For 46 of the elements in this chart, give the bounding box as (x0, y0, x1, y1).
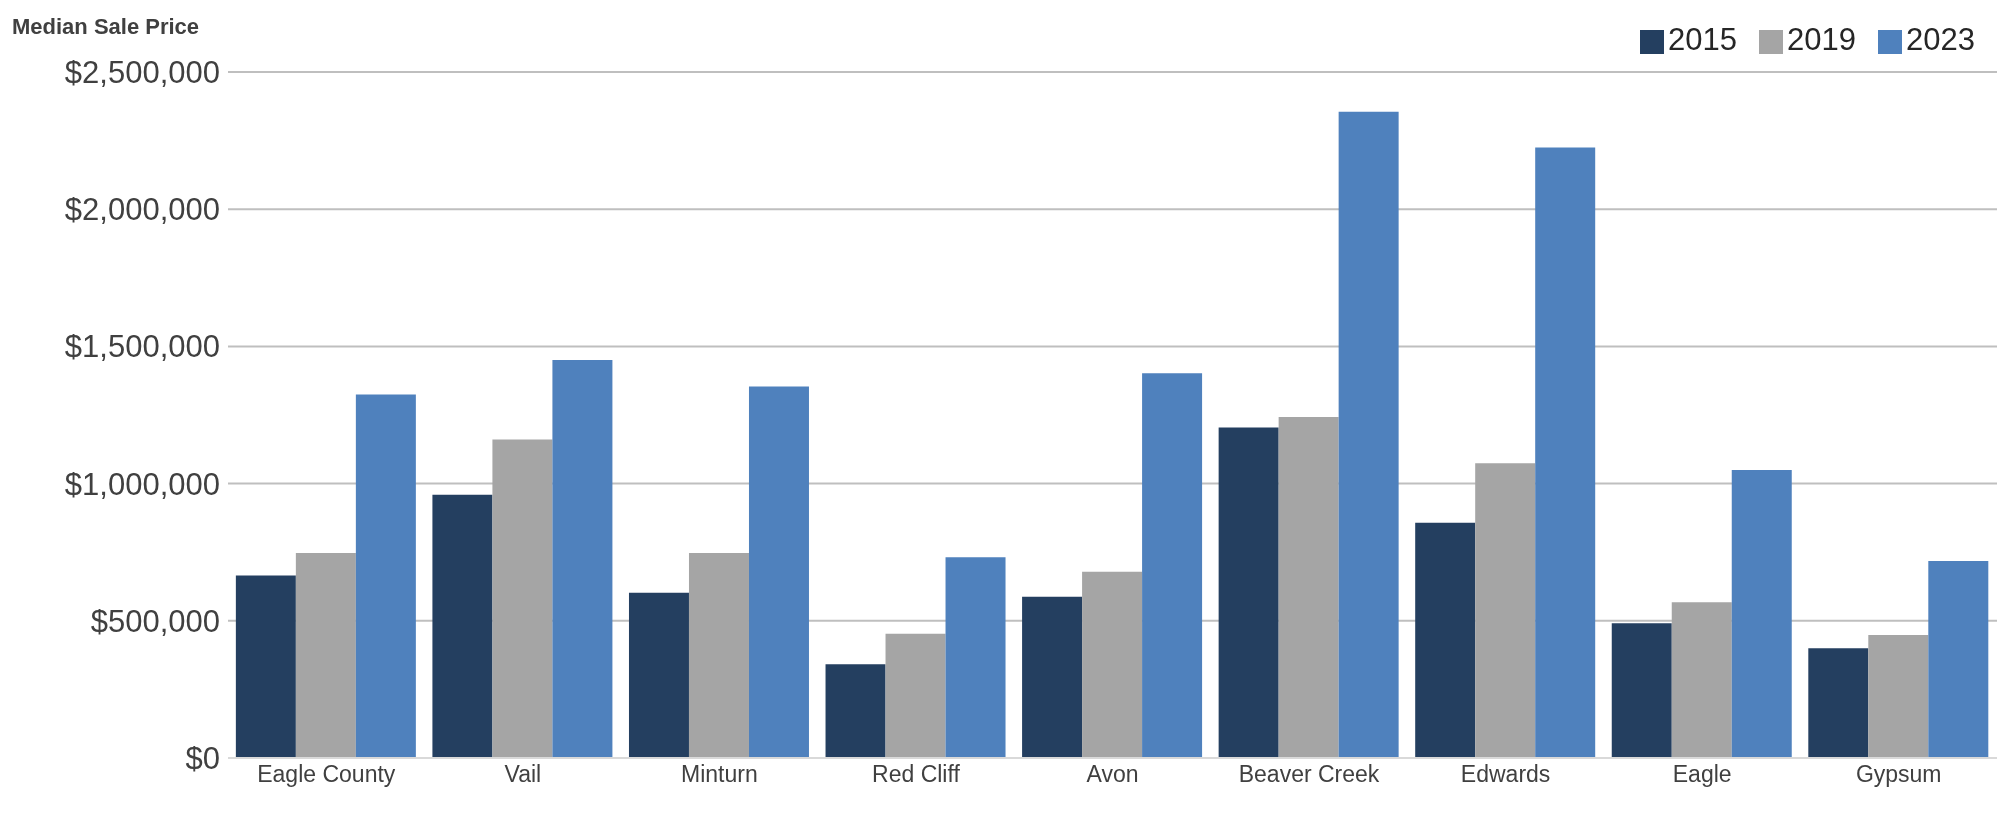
x-tick-label: Beaver Creek (1238, 761, 1380, 788)
y-tick-label: $500,000 (90, 603, 220, 639)
y-tick-label: $2,500,000 (64, 55, 220, 90)
x-tick-label: Vail (504, 761, 542, 788)
bar (945, 557, 1006, 758)
y-tick-label: $2,000,000 (64, 192, 220, 228)
bar (1142, 373, 1203, 758)
legend-label: 2019 (1787, 22, 1857, 57)
bar (1338, 111, 1399, 758)
chart-title: Median Sale Price (12, 14, 200, 40)
bar (1082, 571, 1143, 758)
bar (355, 394, 416, 758)
bar (552, 360, 613, 758)
bar (1218, 427, 1279, 758)
bar (235, 575, 296, 758)
bar (688, 553, 749, 758)
legend-label: 2023 (1906, 22, 1975, 57)
bar (492, 439, 553, 758)
x-tick-label: Minturn (681, 761, 758, 788)
bar (825, 664, 886, 758)
bar (1731, 469, 1792, 758)
bar (1671, 602, 1732, 758)
bar (1868, 635, 1929, 758)
bar (748, 386, 809, 758)
x-tick-label: Eagle (1672, 761, 1732, 788)
bar (432, 494, 493, 758)
legend-label: 2015 (1668, 22, 1738, 57)
bar (885, 633, 946, 758)
bar (1928, 560, 1989, 758)
bar (1278, 416, 1339, 758)
x-tick-label: Red Cliff (872, 761, 961, 788)
bar (295, 553, 356, 758)
bar (1475, 463, 1536, 758)
bar (1535, 147, 1596, 758)
bar (1808, 648, 1869, 758)
y-tick-label: $0 (185, 741, 220, 777)
x-tick-label: Eagle County (257, 761, 396, 788)
bar (628, 592, 689, 758)
x-tick-label: Gypsum (1855, 761, 1942, 788)
y-tick-label: $1,500,000 (64, 329, 220, 365)
y-tick-label: $1,000,000 (64, 466, 220, 502)
bar (1611, 623, 1672, 758)
bar (1415, 522, 1476, 758)
bar (1022, 596, 1083, 758)
x-tick-label: Avon (1086, 761, 1139, 788)
x-tick-label: Edwards (1460, 761, 1551, 788)
